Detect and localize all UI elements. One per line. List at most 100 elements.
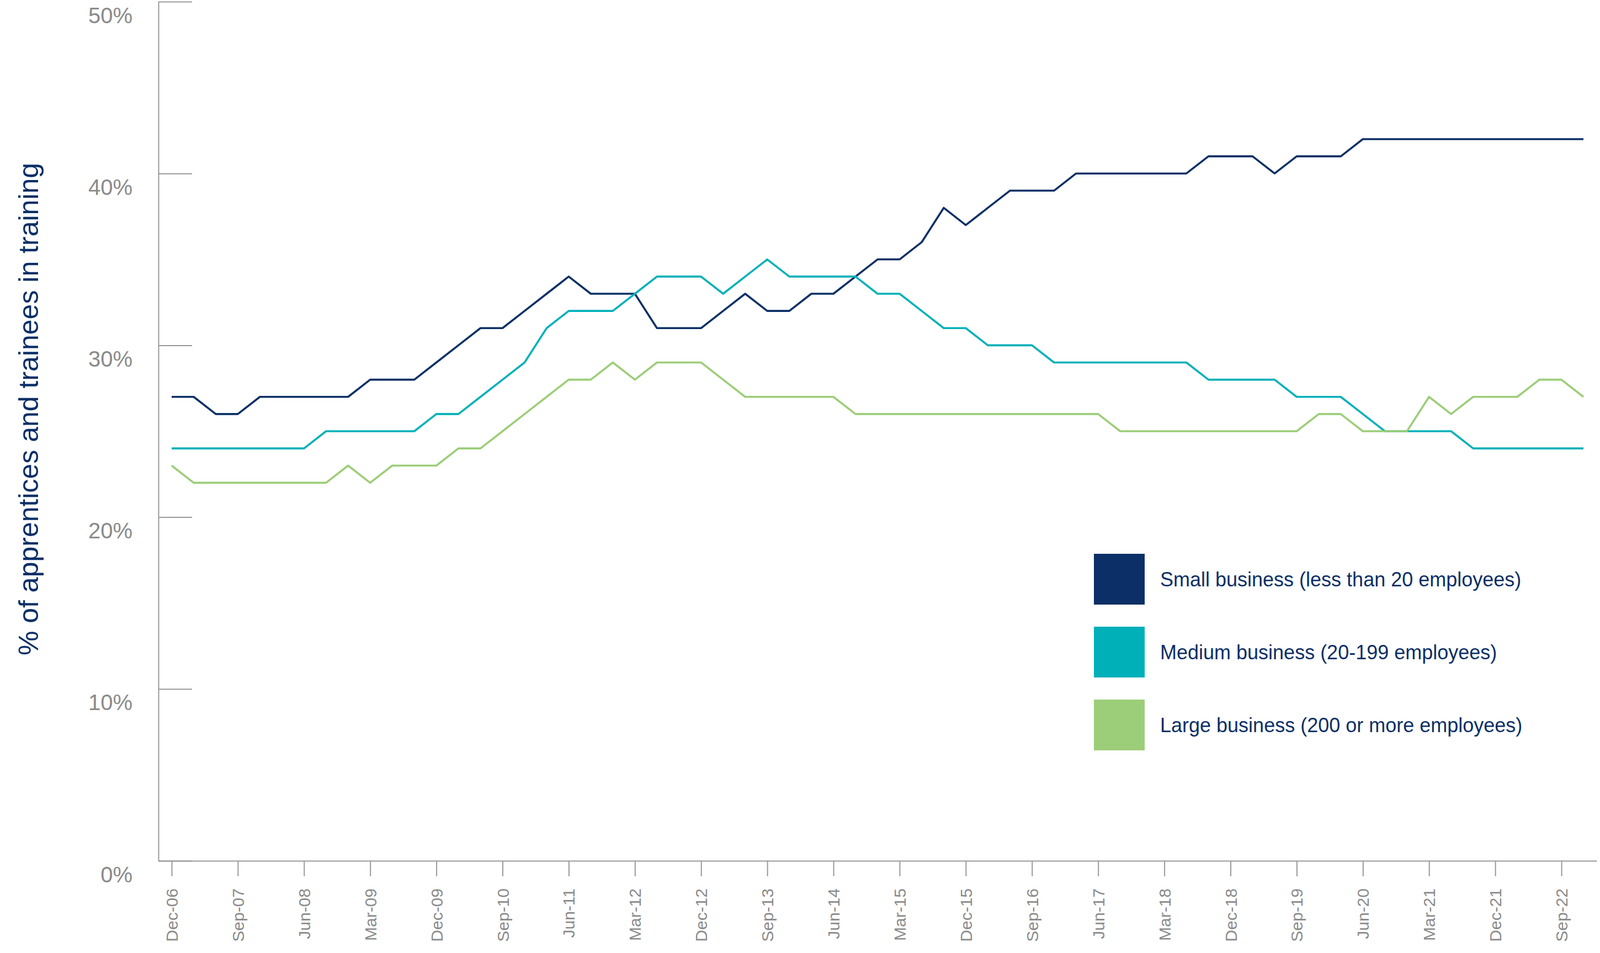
tick-mark bbox=[1362, 860, 1364, 876]
tick-mark bbox=[634, 860, 636, 876]
legend-item: Large business (200 or more employees) bbox=[1093, 699, 1523, 751]
tick: Jun-20 bbox=[1353, 860, 1373, 939]
tick-mark bbox=[158, 516, 193, 518]
tick-label: Mar-15 bbox=[890, 888, 910, 941]
tick-label: Mar-18 bbox=[1155, 888, 1174, 941]
tick: Sep-16 bbox=[1023, 860, 1042, 942]
tick-label: Jun-20 bbox=[1353, 888, 1373, 939]
tick: 30% bbox=[88, 345, 193, 371]
tick-mark bbox=[369, 860, 371, 876]
tick: Dec-12 bbox=[692, 860, 711, 942]
tick: Mar-09 bbox=[361, 860, 380, 941]
tick-mark bbox=[436, 860, 438, 876]
legend-swatch bbox=[1093, 626, 1145, 678]
tick-label: Mar-21 bbox=[1420, 888, 1439, 941]
tick-mark bbox=[568, 860, 570, 876]
tick: Jun-08 bbox=[295, 860, 314, 939]
tick-mark bbox=[1031, 860, 1033, 876]
tick: Mar-15 bbox=[890, 860, 910, 941]
tick: Mar-18 bbox=[1155, 860, 1174, 941]
tick: 40% bbox=[88, 173, 193, 200]
tick-label: 20% bbox=[88, 518, 133, 543]
tick: 50% bbox=[88, 2, 193, 28]
tick-label: Dec-06 bbox=[162, 888, 182, 942]
tick-label: Jun-14 bbox=[824, 888, 843, 939]
tick-mark bbox=[700, 860, 703, 876]
tick: Mar-21 bbox=[1420, 860, 1439, 941]
x-axis: Dec-06 Sep-07 Jun-08 Mar-09 Dec-09 Sep-10 Jun-… bbox=[158, 860, 1598, 942]
tick: Sep-10 bbox=[493, 860, 513, 942]
tick: Mar-12 bbox=[625, 860, 645, 941]
tick-label: Mar-12 bbox=[625, 888, 645, 941]
tick: Sep-19 bbox=[1287, 860, 1306, 942]
legend-item: Small business (less than 20 employees) bbox=[1093, 553, 1522, 605]
tick: Sep-07 bbox=[229, 860, 248, 942]
tick: Dec-06 bbox=[162, 860, 182, 942]
tick-mark bbox=[158, 688, 193, 690]
tick-mark bbox=[171, 860, 173, 876]
tick-label: 10% bbox=[88, 689, 133, 715]
tick: Jun-11 bbox=[559, 860, 578, 938]
tick-mark bbox=[158, 1, 193, 3]
tick-label: Mar-09 bbox=[361, 888, 380, 941]
tick-label: 0% bbox=[100, 862, 133, 887]
tick-label: Jun-11 bbox=[559, 888, 578, 938]
tick-label: Sep-10 bbox=[493, 888, 513, 942]
legend-label: Medium business (20-199 employees) bbox=[1160, 640, 1497, 664]
legend-label: Small business (less than 20 employees) bbox=[1160, 567, 1522, 591]
tick-label: Dec-18 bbox=[1221, 888, 1241, 942]
tick-mark bbox=[1163, 860, 1166, 876]
tick-label: Sep-16 bbox=[1023, 888, 1042, 942]
axis-title: % of apprentices and trainees in trainin… bbox=[13, 162, 45, 656]
tick-mark bbox=[158, 173, 193, 175]
tick: Sep-13 bbox=[758, 860, 777, 942]
tick-mark bbox=[1097, 860, 1099, 876]
tick-mark bbox=[303, 860, 305, 876]
chart: 0% 10% 20% 30% 40% 50% Dec-06 Sep-07 Jun-08 Mar-0… bbox=[0, 0, 1600, 953]
tick-mark bbox=[237, 860, 239, 876]
tick-label: Dec-15 bbox=[957, 888, 976, 942]
tick-label: Sep-13 bbox=[758, 888, 777, 942]
tick-label: Jun-08 bbox=[295, 888, 314, 939]
tick-label: Jun-17 bbox=[1089, 888, 1108, 939]
tick-label: 40% bbox=[88, 174, 133, 200]
tick: Jun-14 bbox=[824, 860, 843, 939]
legend-swatch bbox=[1093, 699, 1145, 751]
tick-label: Sep-19 bbox=[1287, 888, 1306, 942]
tick-mark bbox=[965, 860, 967, 876]
tick: Dec-15 bbox=[957, 860, 976, 942]
tick-mark bbox=[1296, 860, 1298, 876]
series-line bbox=[171, 259, 1584, 449]
plot-area bbox=[171, 139, 1584, 483]
tick: Jun-17 bbox=[1089, 860, 1108, 939]
series-line bbox=[171, 139, 1584, 414]
tick-label: Sep-07 bbox=[229, 888, 248, 942]
tick-mark bbox=[899, 860, 901, 876]
tick: Dec-09 bbox=[427, 860, 446, 942]
tick: Dec-21 bbox=[1486, 860, 1505, 942]
legend-swatch bbox=[1093, 553, 1145, 605]
axis-line bbox=[158, 860, 1598, 862]
tick-label: 50% bbox=[88, 3, 133, 28]
tick-label: Sep-22 bbox=[1552, 888, 1571, 942]
tick-label: Dec-09 bbox=[427, 888, 446, 942]
tick: 0% bbox=[100, 860, 193, 887]
tick-label: 30% bbox=[88, 346, 133, 371]
tick-mark bbox=[767, 860, 769, 876]
tick-mark bbox=[158, 344, 193, 347]
legend-item: Medium business (20-199 employees) bbox=[1093, 626, 1497, 678]
tick-mark bbox=[1495, 860, 1497, 876]
tick-mark bbox=[1561, 860, 1563, 876]
y-axis: 0% 10% 20% 30% 40% 50% bbox=[88, 2, 193, 887]
series-line bbox=[171, 362, 1584, 483]
tick-label: Dec-12 bbox=[692, 888, 711, 942]
tick-mark bbox=[1230, 860, 1232, 876]
legend: Small business (less than 20 employees) M… bbox=[1093, 553, 1523, 751]
tick-mark bbox=[833, 860, 835, 876]
tick: Dec-18 bbox=[1221, 860, 1241, 942]
tick: 20% bbox=[88, 517, 193, 543]
tick-label: Dec-21 bbox=[1486, 888, 1505, 942]
tick-mark bbox=[1428, 860, 1431, 876]
legend-label: Large business (200 or more employees) bbox=[1160, 713, 1523, 737]
axis-line bbox=[158, 2, 160, 861]
